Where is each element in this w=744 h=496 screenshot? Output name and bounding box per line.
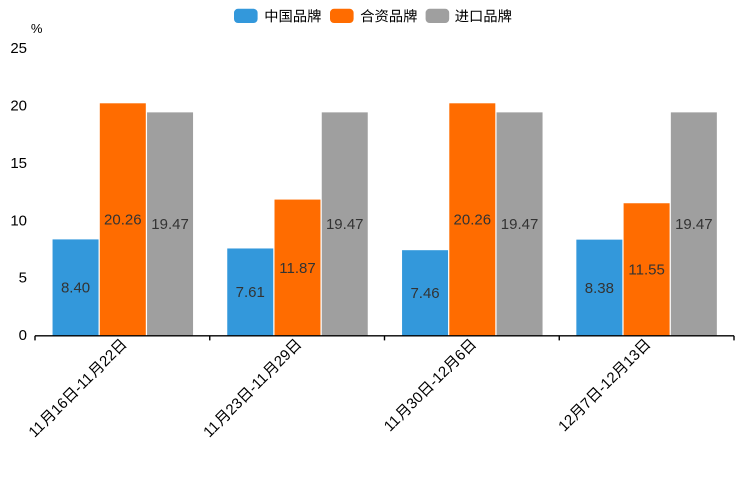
svg-text:20.26: 20.26 — [454, 212, 492, 229]
svg-text:8.38: 8.38 — [585, 280, 614, 297]
svg-text:19.47: 19.47 — [501, 216, 539, 233]
svg-text:7.61: 7.61 — [236, 284, 265, 301]
svg-text:19.47: 19.47 — [675, 216, 713, 233]
svg-text:5: 5 — [19, 270, 27, 287]
svg-text:19.47: 19.47 — [326, 216, 364, 233]
svg-text:11.87: 11.87 — [279, 260, 315, 277]
svg-text:25: 25 — [10, 40, 27, 57]
svg-text:10: 10 — [10, 212, 27, 229]
svg-text:20.26: 20.26 — [104, 212, 142, 229]
svg-text:0: 0 — [19, 327, 27, 344]
svg-text:20: 20 — [10, 98, 27, 115]
svg-text:%: % — [31, 21, 43, 36]
svg-text:8.40: 8.40 — [61, 280, 90, 297]
svg-text:15: 15 — [10, 155, 27, 172]
svg-text:11.55: 11.55 — [628, 262, 664, 279]
svg-text:7.46: 7.46 — [410, 285, 439, 302]
svg-text:19.47: 19.47 — [151, 216, 189, 233]
